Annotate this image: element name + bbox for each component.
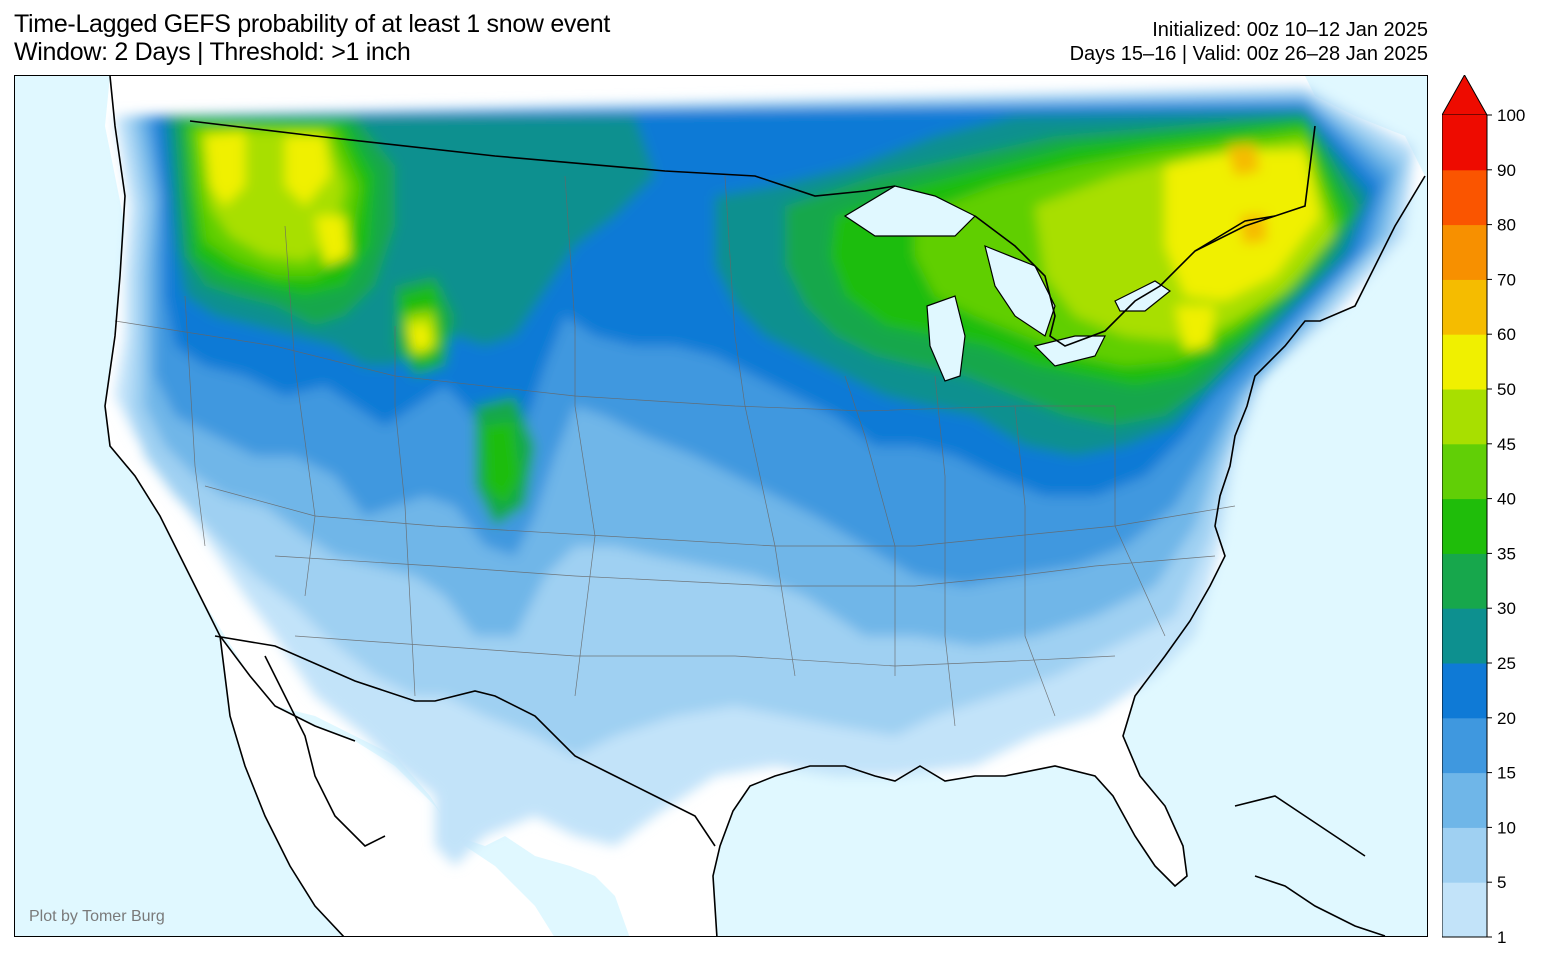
colorbar-tick-label: 60 bbox=[1497, 325, 1516, 344]
map-subtitle: Window: 2 Days | Threshold: >1 inch bbox=[14, 38, 411, 66]
colorbar-tick-label: 70 bbox=[1497, 270, 1516, 289]
colorbar-frame bbox=[1441, 115, 1488, 938]
valid-text: Days 15–16 | Valid: 00z 26–28 Jan 2025 bbox=[1069, 43, 1428, 65]
great-lakes bbox=[843, 185, 1172, 382]
colorbar-segment bbox=[1442, 115, 1487, 171]
colorbar-segment bbox=[1442, 334, 1487, 390]
colorbar-segment bbox=[1442, 498, 1487, 554]
colorbar-tick-label: 1 bbox=[1497, 928, 1506, 945]
colorbar-tick-label: 50 bbox=[1497, 380, 1516, 399]
map-svg bbox=[104, 76, 1426, 936]
title-block: Time-Lagged GEFS probability of at least… bbox=[14, 10, 610, 66]
map-panel: Plot by Tomer Burg bbox=[14, 75, 1428, 937]
colorbar-tick-label: 30 bbox=[1497, 599, 1516, 618]
colorbar-tick-label: 20 bbox=[1497, 709, 1516, 728]
colorbar-tick-label: 40 bbox=[1497, 490, 1516, 509]
colorbar-segment bbox=[1442, 169, 1487, 226]
coastline bbox=[104, 76, 1426, 936]
map-title: Time-Lagged GEFS probability of at least… bbox=[14, 10, 610, 38]
colorbar-tick-label: 10 bbox=[1497, 818, 1516, 837]
colorbar-segment bbox=[1442, 882, 1487, 938]
colorbar-segment bbox=[1442, 663, 1487, 719]
colorbar-segment bbox=[1442, 443, 1487, 500]
colorbar-tick-label: 25 bbox=[1497, 654, 1516, 673]
colorbar-tick-label: 15 bbox=[1497, 764, 1516, 783]
colorbar-segment bbox=[1442, 772, 1487, 828]
colorbar-segment bbox=[1442, 827, 1487, 883]
plot-credit: Plot by Tomer Burg bbox=[29, 908, 165, 925]
colorbar-tick-label: 5 bbox=[1497, 873, 1506, 892]
colorbar-tick-label: 100 bbox=[1497, 106, 1525, 125]
colorbar-segment bbox=[1442, 224, 1487, 280]
colorbar-segment bbox=[1442, 279, 1487, 335]
colorbar-tick-label: 80 bbox=[1497, 216, 1516, 235]
colorbar-segment bbox=[1442, 553, 1487, 609]
probability-field bbox=[115, 86, 1415, 866]
colorbar-tick-label: 90 bbox=[1497, 161, 1516, 180]
colorbar-tick-label: 35 bbox=[1497, 544, 1516, 563]
colorbar-segment bbox=[1442, 389, 1487, 445]
run-info: Initialized: 00z 10–12 Jan 2025 Days 15–… bbox=[1070, 18, 1428, 66]
state-borders bbox=[114, 175, 1236, 727]
country-borders bbox=[189, 120, 1316, 847]
colorbar-tick-label: 45 bbox=[1497, 435, 1516, 454]
colorbar-segment bbox=[1442, 717, 1487, 774]
colorbar-segment bbox=[1442, 608, 1487, 664]
colorbar-extend-arrow bbox=[1441, 73, 1488, 116]
colorbar-legend: 1 5 10 15 20 25 30 35 40 45 50 60 70 80 90 100 bbox=[1441, 73, 1550, 947]
initialized-text: Initialized: 00z 10–12 Jan 2025 bbox=[1152, 19, 1428, 41]
